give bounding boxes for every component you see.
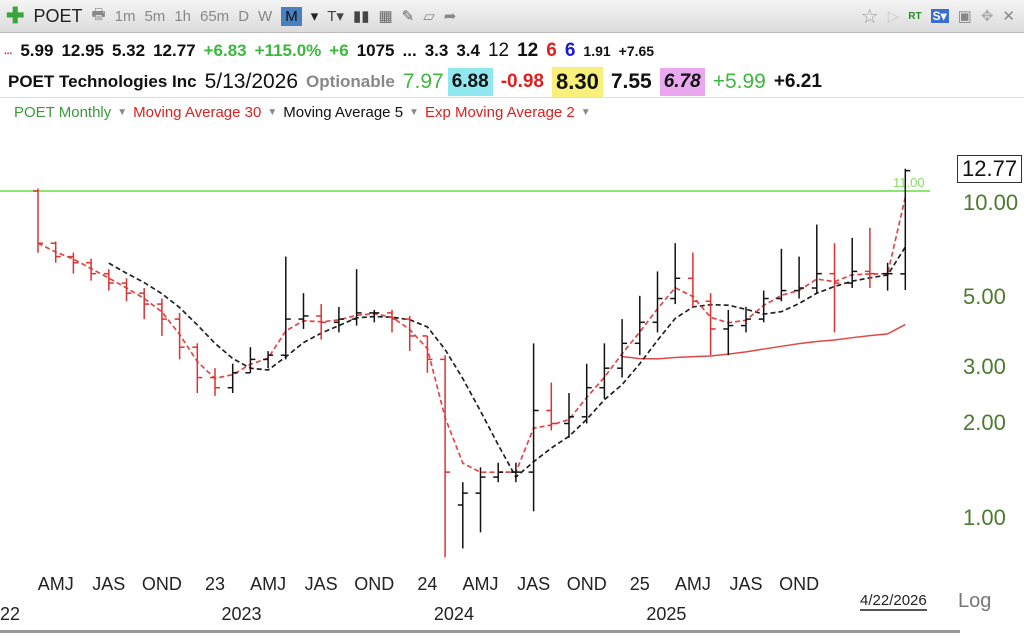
value: 7.97 (402, 69, 444, 93)
x-tick-quarter: JAS (304, 574, 338, 594)
y-tick: 2.00 (963, 410, 1006, 435)
close-icon[interactable]: ✕ (1002, 8, 1015, 25)
interval-5m[interactable]: 5m (144, 7, 166, 25)
star-icon[interactable]: ☆ (860, 5, 879, 28)
value: 8.30 (552, 66, 603, 97)
y-tick: 3.00 (963, 354, 1006, 379)
change-value: +6.83 (203, 41, 247, 60)
interval-d[interactable]: D (238, 7, 250, 25)
x-tick-quarter: AMJ (250, 574, 287, 594)
note-icon[interactable]: ▱ (423, 8, 435, 25)
text-icon[interactable]: T▾ (327, 8, 344, 25)
price-chart[interactable]: 11.00 (0, 125, 950, 570)
optionable-label: Optionable (306, 71, 395, 91)
ma5-line (108, 246, 907, 479)
company-name: POET Technologies Inc (8, 71, 197, 91)
hline-label: 11.00 (893, 175, 925, 190)
x-tick-quarter: OND (141, 574, 182, 594)
toolbar: ✚ POET 🖶 1m 5m 1h 65m D W M ▾ T▾ ▮▮ ▦ ✎ … (0, 0, 1024, 33)
value: +6.21 (773, 70, 822, 92)
end-date[interactable]: 4/22/2026 (860, 592, 927, 611)
close-value: 12.77 (153, 41, 196, 60)
log-scale-toggle[interactable]: Log (958, 590, 992, 612)
value: ... (402, 41, 417, 60)
x-tick-quarter: OND (354, 574, 395, 594)
indicator-price[interactable]: POET Monthly (14, 103, 112, 121)
x-tick-quarter: 25 (629, 574, 650, 594)
ema2-line (37, 197, 907, 474)
y-tick: 5.00 (963, 284, 1006, 309)
x-tick-year: 22 (0, 604, 21, 624)
indicator-ma30[interactable]: Moving Average 30 (133, 103, 262, 121)
x-tick-quarter: OND (566, 574, 607, 594)
interval-65m[interactable]: 65m (200, 7, 230, 25)
x-tick-quarter: JAS (92, 574, 126, 594)
add-icon[interactable]: ✚ (6, 3, 25, 28)
x-tick-year: 2025 (646, 604, 687, 624)
pct-change: +115.0% (254, 41, 322, 60)
quote-row: ... 5.99 12.95 5.32 12.77 +6.83 +115.0% … (0, 36, 1024, 66)
value: 1075 (356, 41, 395, 60)
interval-w[interactable]: W (258, 7, 273, 25)
low-value: 5.32 (111, 41, 146, 60)
move-icon[interactable]: ✥ (980, 8, 994, 25)
value: 12 (517, 40, 539, 61)
x-tick-quarter: JAS (729, 574, 763, 594)
value: -0.98 (500, 70, 544, 92)
value: 12 (487, 40, 510, 61)
date: 5/13/2026 (204, 69, 299, 93)
high-value: 12.95 (61, 41, 104, 60)
scrollbar[interactable] (0, 630, 960, 633)
y-tick: 1.00 (963, 505, 1006, 530)
flag-icon[interactable]: ▷ (887, 8, 900, 25)
menu-dots[interactable]: ... (4, 45, 13, 57)
y-tick: 10.00 (963, 190, 1019, 215)
value: +7.65 (618, 43, 655, 59)
indicator-ma5[interactable]: Moving Average 5 (283, 103, 404, 121)
x-tick-quarter: AMJ (674, 574, 711, 594)
calendar-icon[interactable]: ▦ (378, 8, 393, 25)
value: 3.4 (456, 41, 480, 60)
info-row: POET Technologies Inc 5/13/2026 Optionab… (0, 66, 1024, 98)
x-tick-quarter: 24 (417, 574, 438, 594)
value: 3.3 (424, 41, 449, 60)
ma30-line (622, 323, 906, 360)
value: 7.55 (610, 69, 652, 93)
x-tick-quarter: JAS (517, 574, 551, 594)
x-tick-quarter: OND (779, 574, 820, 594)
indicator-legend: POET Monthly ▼ Moving Average 30 ▼ Moving … (14, 103, 591, 121)
x-tick-quarter: AMJ (37, 574, 74, 594)
dropdown-icon[interactable]: ▾ (310, 8, 319, 25)
open-value: 5.99 (20, 41, 54, 60)
interval-1h[interactable]: 1h (174, 7, 191, 25)
value: +6 (329, 41, 349, 60)
x-tick-quarter: AMJ (462, 574, 499, 594)
save-icon[interactable]: ▣ (957, 8, 972, 25)
symbol-field[interactable]: POET (33, 5, 83, 26)
s-button[interactable]: S▾ (930, 9, 949, 23)
pencil-icon[interactable]: ✎ (401, 8, 415, 25)
value: 6 (564, 40, 576, 61)
interval-m[interactable]: M (281, 6, 302, 26)
share-icon[interactable]: ➦ (443, 8, 457, 25)
x-tick-quarter: 23 (204, 574, 226, 594)
value: 6 (546, 40, 557, 61)
x-tick-year: 2024 (433, 604, 474, 624)
value: 6.88 (447, 67, 493, 96)
print-icon[interactable]: 🖶 (91, 5, 106, 23)
indicator-ema2[interactable]: Exp Moving Average 2 (424, 103, 575, 121)
value: +5.99 (712, 69, 766, 93)
last-price-label: 12.77 (957, 155, 1023, 183)
value: 1.91 (583, 43, 611, 59)
x-tick-year: 2023 (221, 604, 262, 624)
value: 6.78 (659, 67, 705, 96)
bar-chart-icon[interactable]: ▮▮ (352, 8, 370, 25)
rt-button[interactable]: RT (908, 10, 922, 22)
x-axis: AMJ JAS OND 23 AMJ JAS OND 24 AMJ JAS OND 25 AMJ JAS O… (0, 570, 945, 630)
interval-1m[interactable]: 1m (114, 7, 136, 25)
